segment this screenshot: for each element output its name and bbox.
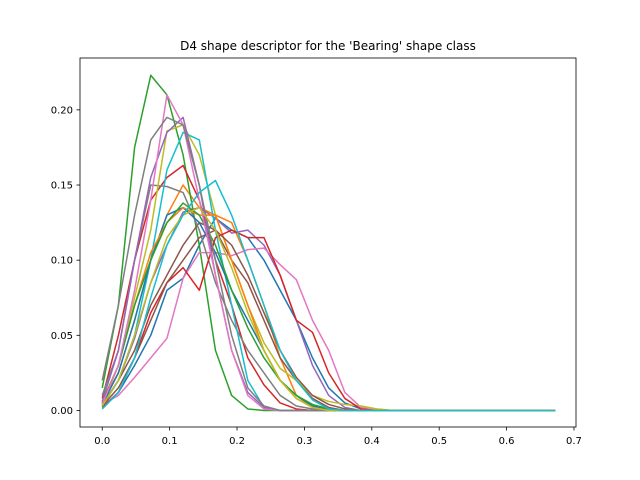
x-tick-label: 0.7: [566, 436, 582, 447]
series-line-20: [101, 179, 556, 412]
y-axis: 0.00 0.05 0.10 0.15 0.20: [51, 105, 80, 417]
series-layer: [101, 74, 556, 412]
x-tick-label: 0.0: [94, 436, 110, 447]
plot-frame: [79, 57, 577, 428]
x-tick-label: 0.2: [229, 436, 245, 447]
chart-title: D4 shape descriptor for the 'Bearing' sh…: [180, 39, 476, 53]
y-tick-label: 0.05: [51, 331, 73, 342]
y-tick-label: 0.15: [51, 181, 73, 192]
y-tick-label: 0.00: [51, 406, 73, 417]
x-tick-label: 0.4: [364, 436, 380, 447]
y-tick-label: 0.10: [51, 256, 73, 267]
x-tick-label: 0.5: [431, 436, 447, 447]
x-tick-label: 0.6: [499, 436, 515, 447]
x-axis: 0.0 0.1 0.2 0.3 0.4 0.5 0.6 0.7: [94, 427, 582, 447]
y-tick-label: 0.20: [51, 105, 73, 116]
x-tick-label: 0.3: [296, 436, 312, 447]
x-tick-label: 0.1: [162, 436, 178, 447]
